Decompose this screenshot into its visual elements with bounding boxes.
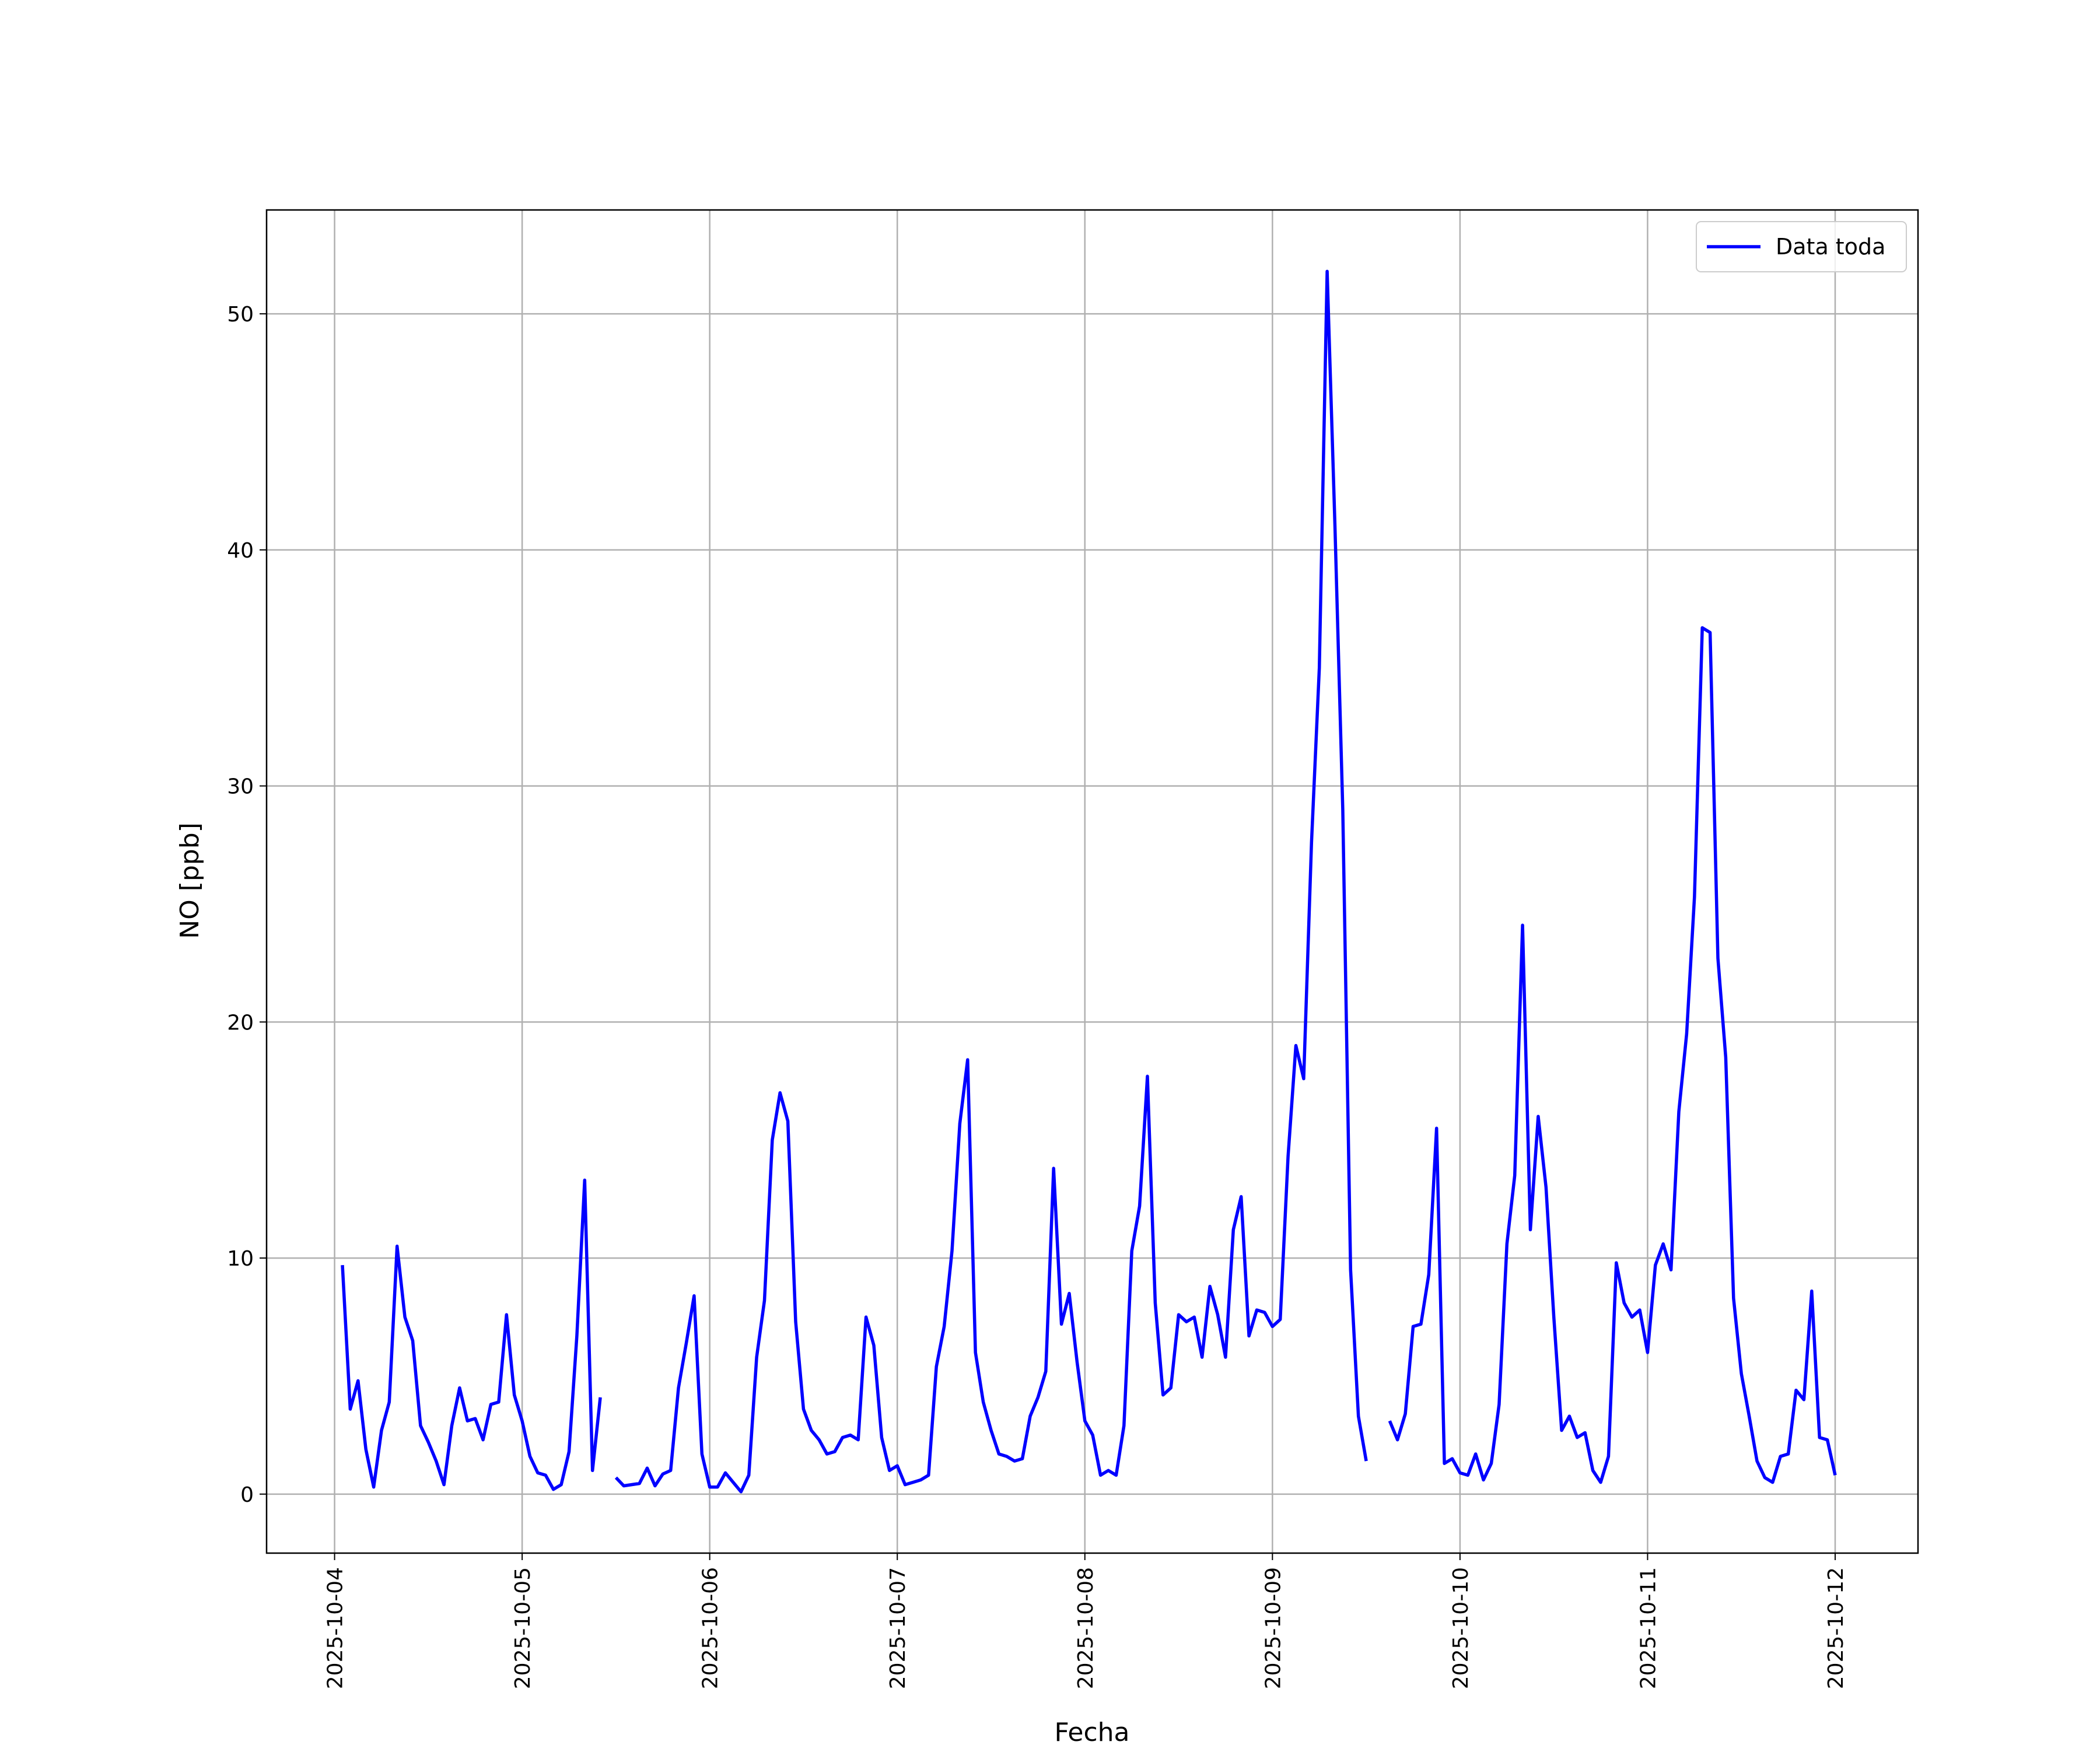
legend-label: Data toda [1776, 234, 1885, 260]
y-tick-label: 50 [227, 303, 254, 327]
plot-frame [265, 209, 1919, 1554]
x-axis-label: Fecha [1054, 1718, 1129, 1747]
x-tick-label: 2025-10-08 [1074, 1567, 1098, 1689]
legend-box [1696, 221, 1907, 272]
y-tick-label: 10 [227, 1247, 254, 1271]
x-tick-label: 2025-10-06 [699, 1567, 723, 1689]
x-tick-label: 2025-10-09 [1261, 1567, 1285, 1689]
x-tick-label: 2025-10-11 [1636, 1567, 1660, 1689]
x-tick-label: 2025-10-10 [1449, 1567, 1473, 1689]
x-tick-label: 2025-10-05 [511, 1567, 535, 1689]
y-axis-label: NO [ppb] [175, 822, 205, 939]
x-tick-label: 2025-10-12 [1824, 1567, 1848, 1689]
y-tick-label: 40 [227, 539, 254, 563]
data-line [341, 269, 1837, 1494]
y-tick-label: 20 [227, 1011, 254, 1035]
x-tick-label: 2025-10-07 [886, 1567, 910, 1689]
y-tick-label: 30 [227, 775, 254, 799]
x-tick-label: 2025-10-04 [324, 1567, 348, 1689]
y-tick-label: 0 [240, 1483, 254, 1507]
